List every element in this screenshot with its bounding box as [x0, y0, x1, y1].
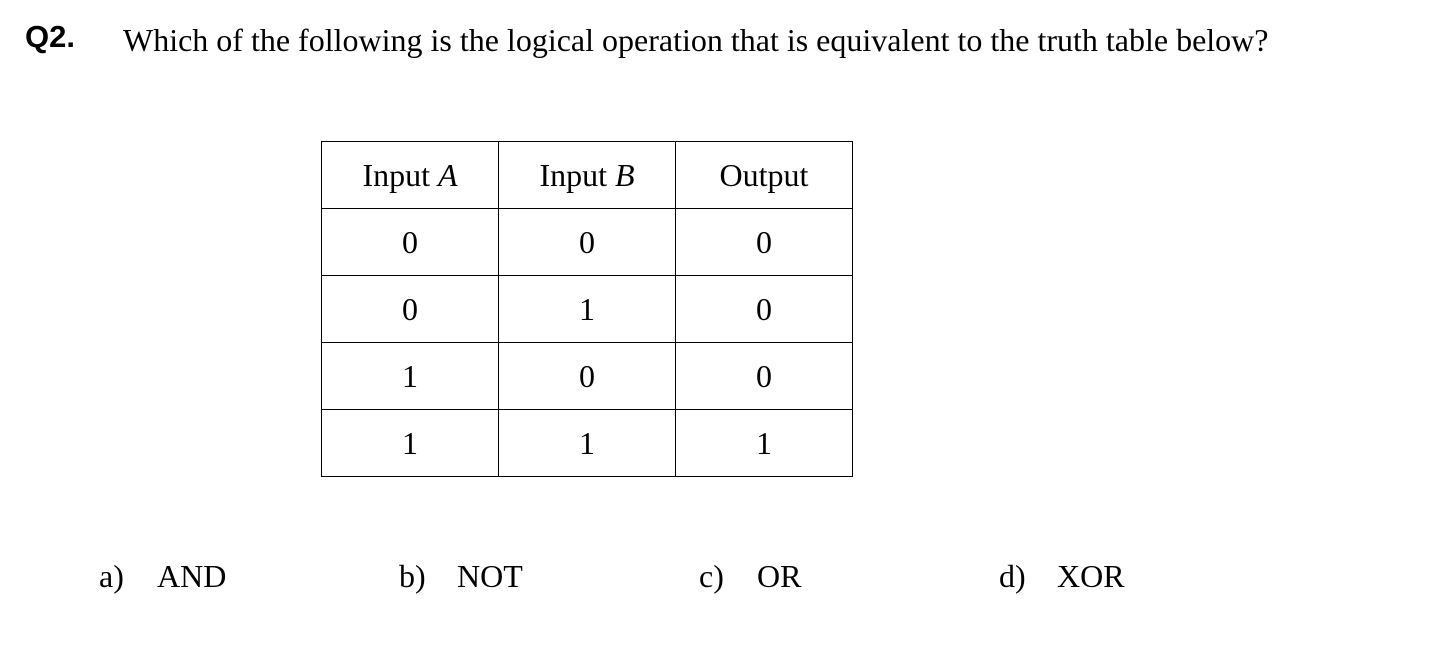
header-label: Input: [539, 156, 615, 193]
header-input-b: Input B: [498, 141, 676, 209]
option-letter: b): [399, 558, 426, 594]
table-row: 0 0 0: [321, 208, 853, 276]
table-header-row: Input A Input B Output: [321, 141, 853, 209]
table-row: 1 1 1: [321, 409, 853, 477]
option-letter: a): [99, 558, 124, 594]
table-cell: 1: [321, 409, 499, 477]
header-input-a: Input A: [321, 141, 499, 209]
table-cell: 0: [321, 208, 499, 276]
option-text: NOT: [457, 558, 523, 594]
truth-table: Input A Input B Output 0 0 0 0 1 0 1 0 0…: [321, 141, 853, 477]
option-b[interactable]: b) NOT: [399, 556, 523, 596]
table-row: 0 1 0: [321, 275, 853, 343]
table-cell: 0: [675, 342, 853, 410]
option-c[interactable]: c) OR: [699, 556, 801, 596]
option-text: AND: [157, 558, 227, 594]
option-a[interactable]: a) AND: [99, 556, 226, 596]
header-output: Output: [675, 141, 853, 209]
option-text: XOR: [1057, 558, 1125, 594]
table-cell: 1: [675, 409, 853, 477]
header-label: Output: [719, 156, 809, 193]
header-label: Input: [362, 156, 438, 193]
question-number: Q2.: [25, 19, 75, 54]
option-letter: d): [999, 558, 1026, 594]
table-cell: 0: [321, 275, 499, 343]
option-letter: c): [699, 558, 724, 594]
option-d[interactable]: d) XOR: [999, 556, 1125, 596]
variable-name: A: [438, 156, 458, 193]
table-cell: 1: [498, 409, 676, 477]
table-row: 1 0 0: [321, 342, 853, 410]
table-cell: 1: [321, 342, 499, 410]
table-cell: 0: [498, 342, 676, 410]
table-cell: 0: [675, 208, 853, 276]
table-cell: 0: [675, 275, 853, 343]
option-text: OR: [757, 558, 802, 594]
variable-name: B: [615, 156, 635, 193]
question-text: Which of the following is the logical op…: [123, 22, 1269, 58]
table-cell: 1: [498, 275, 676, 343]
table-cell: 0: [498, 208, 676, 276]
